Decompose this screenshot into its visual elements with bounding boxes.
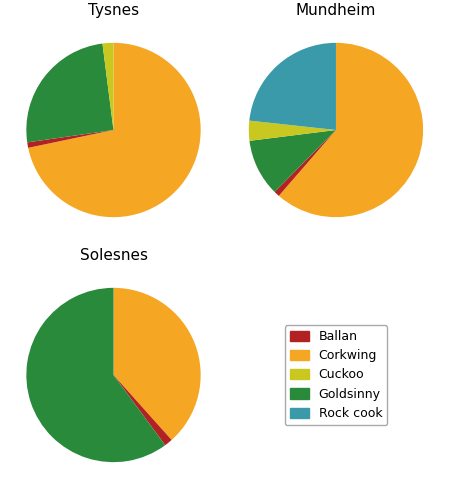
Wedge shape: [103, 43, 114, 130]
Legend: Ballan, Corkwing, Cuckoo, Goldsinny, Rock cook: Ballan, Corkwing, Cuckoo, Goldsinny, Roc…: [285, 325, 387, 425]
Wedge shape: [249, 43, 336, 130]
Wedge shape: [114, 375, 172, 445]
Wedge shape: [279, 43, 423, 217]
Title: Mundheim: Mundheim: [296, 4, 376, 18]
Wedge shape: [249, 120, 336, 141]
Wedge shape: [275, 130, 336, 196]
Wedge shape: [26, 44, 114, 142]
Wedge shape: [26, 288, 165, 462]
Title: Tysnes: Tysnes: [88, 4, 139, 18]
Wedge shape: [28, 43, 201, 217]
Wedge shape: [249, 130, 336, 192]
Wedge shape: [27, 130, 114, 148]
Wedge shape: [114, 288, 201, 440]
Title: Solesnes: Solesnes: [79, 248, 148, 264]
